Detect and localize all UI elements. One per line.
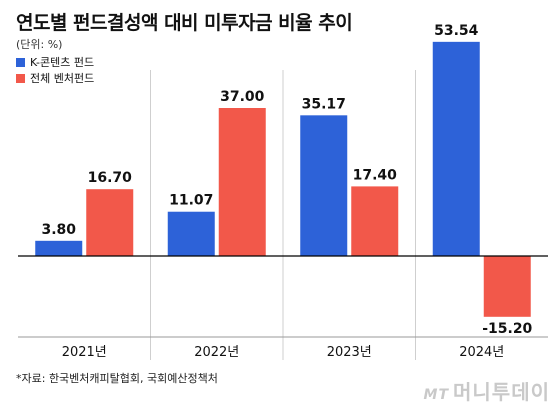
data-label: 11.07 <box>169 193 213 209</box>
bar-all-venture <box>483 256 531 317</box>
data-label: 16.70 <box>88 170 133 186</box>
watermark-logo: MT <box>423 387 449 403</box>
bar-k-content <box>300 115 348 256</box>
bar-all-venture <box>351 186 399 256</box>
data-label: 35.17 <box>302 96 346 112</box>
bar-k-content <box>167 211 215 256</box>
watermark: MT 머니투데이 <box>424 376 550 405</box>
data-label: 3.80 <box>41 222 76 238</box>
legend-swatch-all-venture <box>16 73 25 83</box>
data-label: 17.40 <box>353 167 398 183</box>
legend-item-all-venture: 전체 벤처펀드 <box>16 70 94 86</box>
x-tick-label: 2021년 <box>62 345 107 360</box>
bar-k-content <box>432 41 480 257</box>
data-label: 53.54 <box>434 23 479 39</box>
bar-all-venture <box>86 189 134 256</box>
bar-k-content <box>35 240 83 256</box>
watermark-name: 머니투데이 <box>453 380 550 404</box>
x-tick-label: 2023년 <box>327 345 372 360</box>
legend-swatch-k-content <box>16 57 25 67</box>
x-tick-label: 2022년 <box>194 345 239 360</box>
bar-all-venture <box>218 108 266 256</box>
legend: K-콘텐츠 펀드 전체 벤처펀드 <box>16 54 94 86</box>
legend-label-k-content: K-콘텐츠 펀드 <box>30 56 95 69</box>
x-tick-label: 2024년 <box>459 345 504 360</box>
chart-title: 연도별 펀드결성액 대비 미투자금 비율 추이 <box>16 12 353 34</box>
unit-label: (단위: %) <box>16 38 63 51</box>
legend-label-all-venture: 전체 벤처펀드 <box>30 72 95 85</box>
data-label: -15.20 <box>482 321 532 337</box>
legend-item-k-content: K-콘텐츠 펀드 <box>16 54 94 70</box>
data-label: 37.00 <box>220 89 265 105</box>
source-note: *자료: 한국벤처캐피탈협회, 국회예산정책처 <box>16 372 218 385</box>
